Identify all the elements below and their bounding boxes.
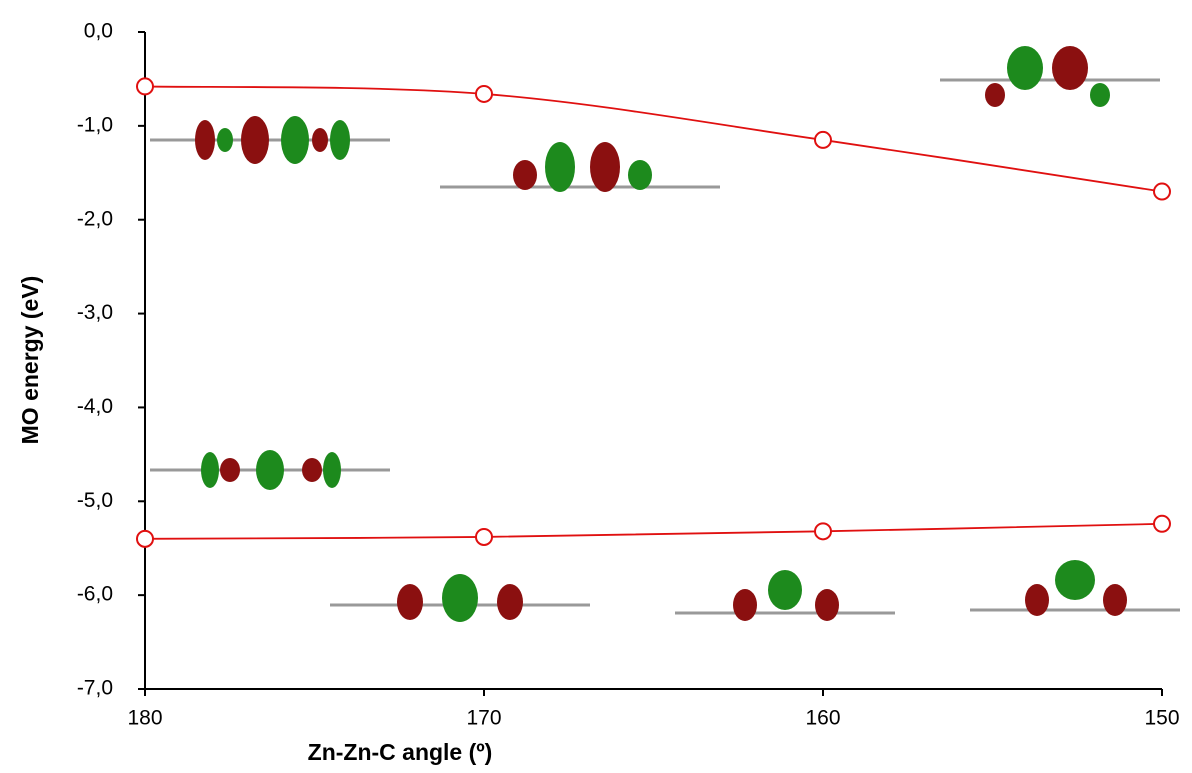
page: {"chart_data": {"type": "line", "x_label… xyxy=(0,0,1192,773)
x-tick-label: 160 xyxy=(805,707,840,730)
point xyxy=(1154,516,1170,532)
y-tick-label: 0,0 xyxy=(84,20,113,43)
y-tick-label: -2,0 xyxy=(77,207,113,230)
point xyxy=(815,523,831,539)
y-axis-title: MO energy (eV) xyxy=(17,276,43,445)
y-tick-label: -6,0 xyxy=(77,583,113,606)
orbital xyxy=(440,142,720,192)
point xyxy=(815,132,831,148)
y-tick-label: -7,0 xyxy=(77,677,113,700)
orbital xyxy=(150,450,390,490)
point xyxy=(476,529,492,545)
point xyxy=(137,78,153,94)
x-tick-label: 170 xyxy=(466,707,501,730)
point xyxy=(476,86,492,102)
chart: Zn-Zn-C angle (º) MO energy (eV) 0,0 -1,0… xyxy=(0,0,1192,773)
orbital xyxy=(970,560,1180,616)
y-tick-label: -4,0 xyxy=(77,395,113,418)
point xyxy=(1154,184,1170,200)
y-tick-label: -1,0 xyxy=(77,113,113,136)
x-axis-title: Zn-Zn-C angle (º) xyxy=(308,739,493,765)
point xyxy=(137,531,153,547)
x-tick-label: 150 xyxy=(1144,707,1179,730)
orbital xyxy=(330,574,590,622)
series-line xyxy=(145,524,1162,539)
x-tick-label: 180 xyxy=(127,707,162,730)
orbital xyxy=(150,116,390,164)
orbital-pictures xyxy=(150,46,1180,622)
y-tick-label: -3,0 xyxy=(77,301,113,324)
orbital xyxy=(940,46,1160,107)
orbital xyxy=(675,570,895,621)
y-tick-label: -5,0 xyxy=(77,489,113,512)
